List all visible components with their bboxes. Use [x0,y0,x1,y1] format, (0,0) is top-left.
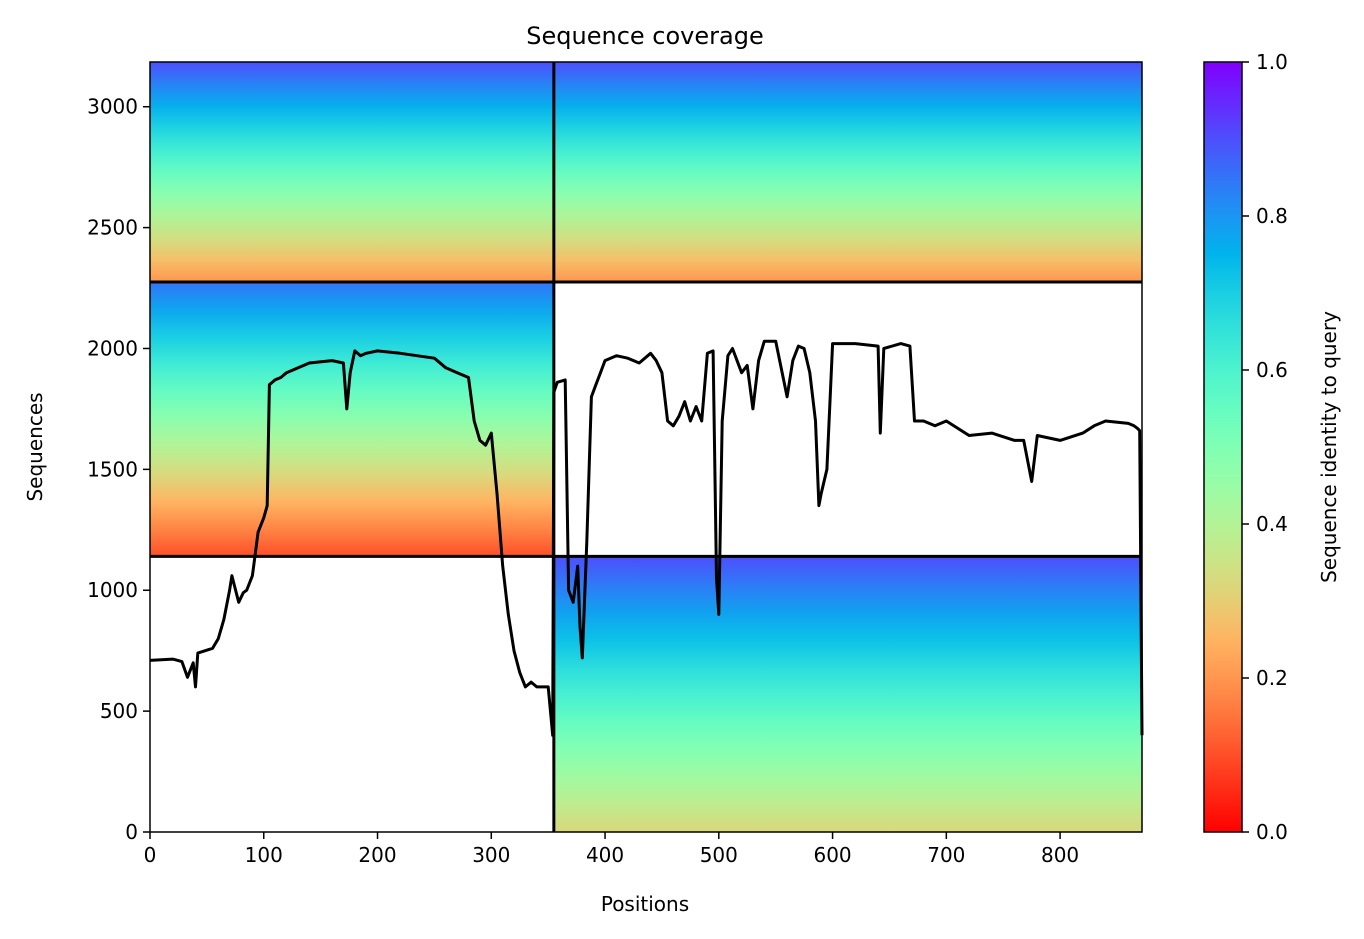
chart-title: Sequence coverage [526,22,763,50]
colorbar-tick-label: 0.8 [1256,204,1288,228]
x-tick-label: 400 [586,843,624,867]
y-axis: 0 500 1000 1500 2000 2500 3000 [87,95,150,844]
x-tick-label: 500 [700,843,738,867]
x-tick-label: 300 [472,843,510,867]
colorbar-tick-label: 0.4 [1256,512,1288,536]
heatmap-block [150,62,554,282]
colorbar: 0.0 0.2 0.4 0.6 0.8 1.0 [1203,50,1288,844]
x-tick-label: 600 [813,843,851,867]
colorbar-tick-label: 0.6 [1256,358,1288,382]
x-tick-label: 800 [1041,843,1079,867]
y-tick-label: 2000 [87,336,138,360]
x-tick-label: 700 [927,843,965,867]
y-tick-label: 2500 [87,216,138,240]
x-axis-label: Positions [601,892,689,916]
heatmap-blocks [150,62,1142,832]
colorbar-tick-label: 0.2 [1256,666,1288,690]
y-tick-label: 500 [100,699,138,723]
y-tick-label: 1500 [87,457,138,481]
x-tick-label: 100 [245,843,283,867]
x-axis: 0 100 200 300 400 500 600 700 800 [144,832,1079,867]
y-tick-label: 1000 [87,578,138,602]
y-tick-label: 0 [125,820,138,844]
colorbar-tick-label: 1.0 [1256,50,1288,74]
heatmap-block [150,282,554,557]
y-tick-label: 3000 [87,95,138,119]
colorbar-label: Sequence identity to query [1317,311,1341,583]
x-tick-label: 200 [358,843,396,867]
x-tick-label: 0 [144,843,157,867]
colorbar-gradient [1203,61,1243,833]
y-axis-label: Sequences [23,392,47,501]
plot-frame [149,61,1143,833]
heatmap-block [553,62,1142,282]
colorbar-tick-label: 0.0 [1256,820,1288,844]
heatmap-block [553,556,1142,832]
coverage-line-group [149,339,1144,737]
coverage-line [149,339,1144,737]
